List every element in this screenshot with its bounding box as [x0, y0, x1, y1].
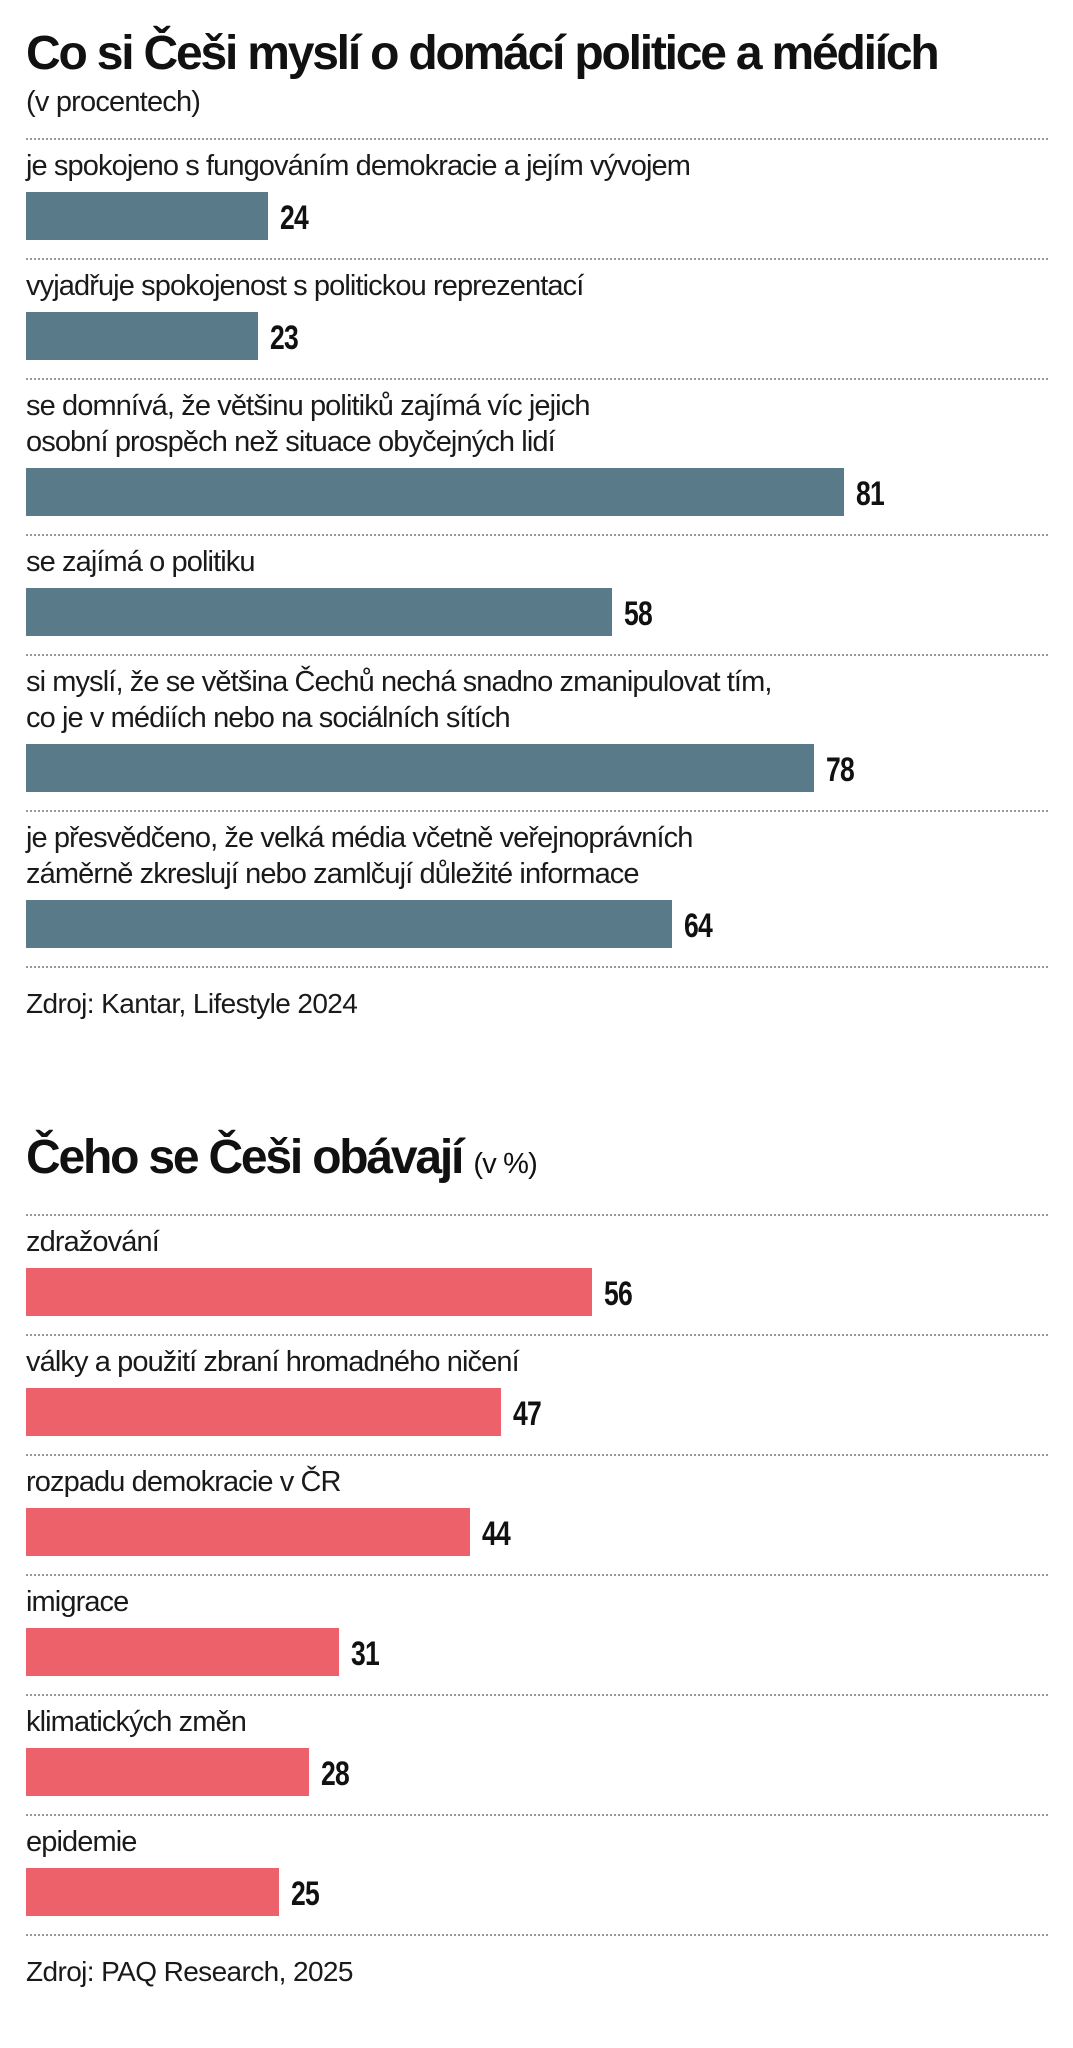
bar-track: 23 — [26, 312, 1048, 360]
chart-subtitle: (v %) — [473, 1148, 538, 1180]
bar-track: 56 — [26, 1268, 1048, 1316]
bar-track: 47 — [26, 1388, 1048, 1436]
source-note: Zdroj: PAQ Research, 2025 — [26, 1956, 353, 1987]
bar — [26, 588, 612, 636]
bar-track: 31 — [26, 1628, 1048, 1676]
bar-row: epidemie 25 — [26, 1816, 1048, 1936]
bar-track: 28 — [26, 1748, 1048, 1796]
bar-track: 81 — [26, 468, 1048, 516]
value-label: 28 — [320, 1755, 350, 1793]
value-label: 31 — [351, 1635, 380, 1673]
category-label: se zajímá o politiku — [26, 546, 256, 578]
bar — [26, 192, 269, 240]
value-label: 58 — [623, 595, 653, 633]
category-label: se domnívá, že většinu politiků zajímá v… — [26, 390, 590, 458]
bar-rows: zdražování 56 války a použití zbraní hroma… — [26, 1214, 1048, 1936]
chart-subtitle: (v procentech) — [26, 86, 201, 118]
category-label: je spokojeno s fungováním demokracie a j… — [26, 150, 691, 182]
bar-track: 25 — [26, 1868, 1048, 1916]
bar-row: rozpadu demokracie v ČR 44 — [26, 1456, 1048, 1576]
chart-politics-media: Co si Češi myslí o domácí politice a méd… — [26, 26, 1048, 1022]
bar-row: se zajímá o politiku 58 — [26, 536, 1048, 656]
category-label: epidemie — [26, 1826, 137, 1858]
value-label: 81 — [856, 475, 885, 513]
chart-fears: Čeho se Češi obávají (v %) zdražování 56 v… — [26, 1130, 1048, 1990]
bar — [26, 1628, 340, 1676]
category-label: si myslí, že se většina Čechů nechá snad… — [26, 666, 772, 734]
value-label: 44 — [482, 1515, 511, 1553]
category-label: vyjadřuje spokojenost s politickou repre… — [26, 270, 584, 302]
value-label: 47 — [512, 1395, 542, 1433]
bar-row: se domnívá, že většinu politiků zajímá v… — [26, 380, 1048, 536]
bar — [26, 1868, 279, 1916]
bar-rows: je spokojeno s fungováním demokracie a j… — [26, 138, 1048, 968]
value-label: 56 — [603, 1275, 633, 1313]
category-label: rozpadu demokracie v ČR — [26, 1466, 341, 1498]
bar-track: 64 — [26, 900, 1048, 948]
bar-row: si myslí, že se většina Čechů nechá snad… — [26, 656, 1048, 812]
bar-row: imigrace 31 — [26, 1576, 1048, 1696]
bar — [26, 468, 845, 516]
value-label: 23 — [270, 319, 299, 357]
bar — [26, 744, 814, 792]
bar-row: vyjadřuje spokojenost s politickou repre… — [26, 260, 1048, 380]
bar-track: 78 — [26, 744, 1048, 792]
value-label: 78 — [825, 751, 855, 789]
bar-row: zdražování 56 — [26, 1216, 1048, 1336]
bar-track: 44 — [26, 1508, 1048, 1556]
bar-row: je spokojeno s fungováním demokracie a j… — [26, 140, 1048, 260]
bar — [26, 1748, 309, 1796]
value-label: 24 — [280, 199, 309, 237]
bar — [26, 900, 673, 948]
bar — [26, 1388, 501, 1436]
bar — [26, 1268, 592, 1316]
category-label: je přesvědčeno, že velká média včetně ve… — [26, 822, 693, 890]
bar-row: klimatických změn 28 — [26, 1696, 1048, 1816]
category-label: války a použití zbraní hromadného ničení — [26, 1346, 520, 1378]
value-label: 64 — [684, 907, 713, 945]
value-label: 25 — [290, 1875, 320, 1913]
bar-row: války a použití zbraní hromadného ničení… — [26, 1336, 1048, 1456]
bar-track: 24 — [26, 192, 1048, 240]
chart-title: Čeho se Češi obávají (v %) — [26, 1130, 1048, 1192]
bar — [26, 1508, 471, 1556]
chart-title: Co si Češi myslí o domácí politice a méd… — [26, 27, 940, 80]
chart-title-text: Čeho se Češi obávají — [26, 1131, 464, 1184]
bar-track: 58 — [26, 588, 1048, 636]
bar — [26, 312, 259, 360]
bar-row: je přesvědčeno, že velká média včetně ve… — [26, 812, 1048, 968]
category-label: imigrace — [26, 1586, 129, 1618]
category-label: zdražování — [26, 1226, 160, 1258]
category-label: klimatických změn — [26, 1706, 247, 1738]
source-note: Zdroj: Kantar, Lifestyle 2024 — [26, 988, 358, 1019]
